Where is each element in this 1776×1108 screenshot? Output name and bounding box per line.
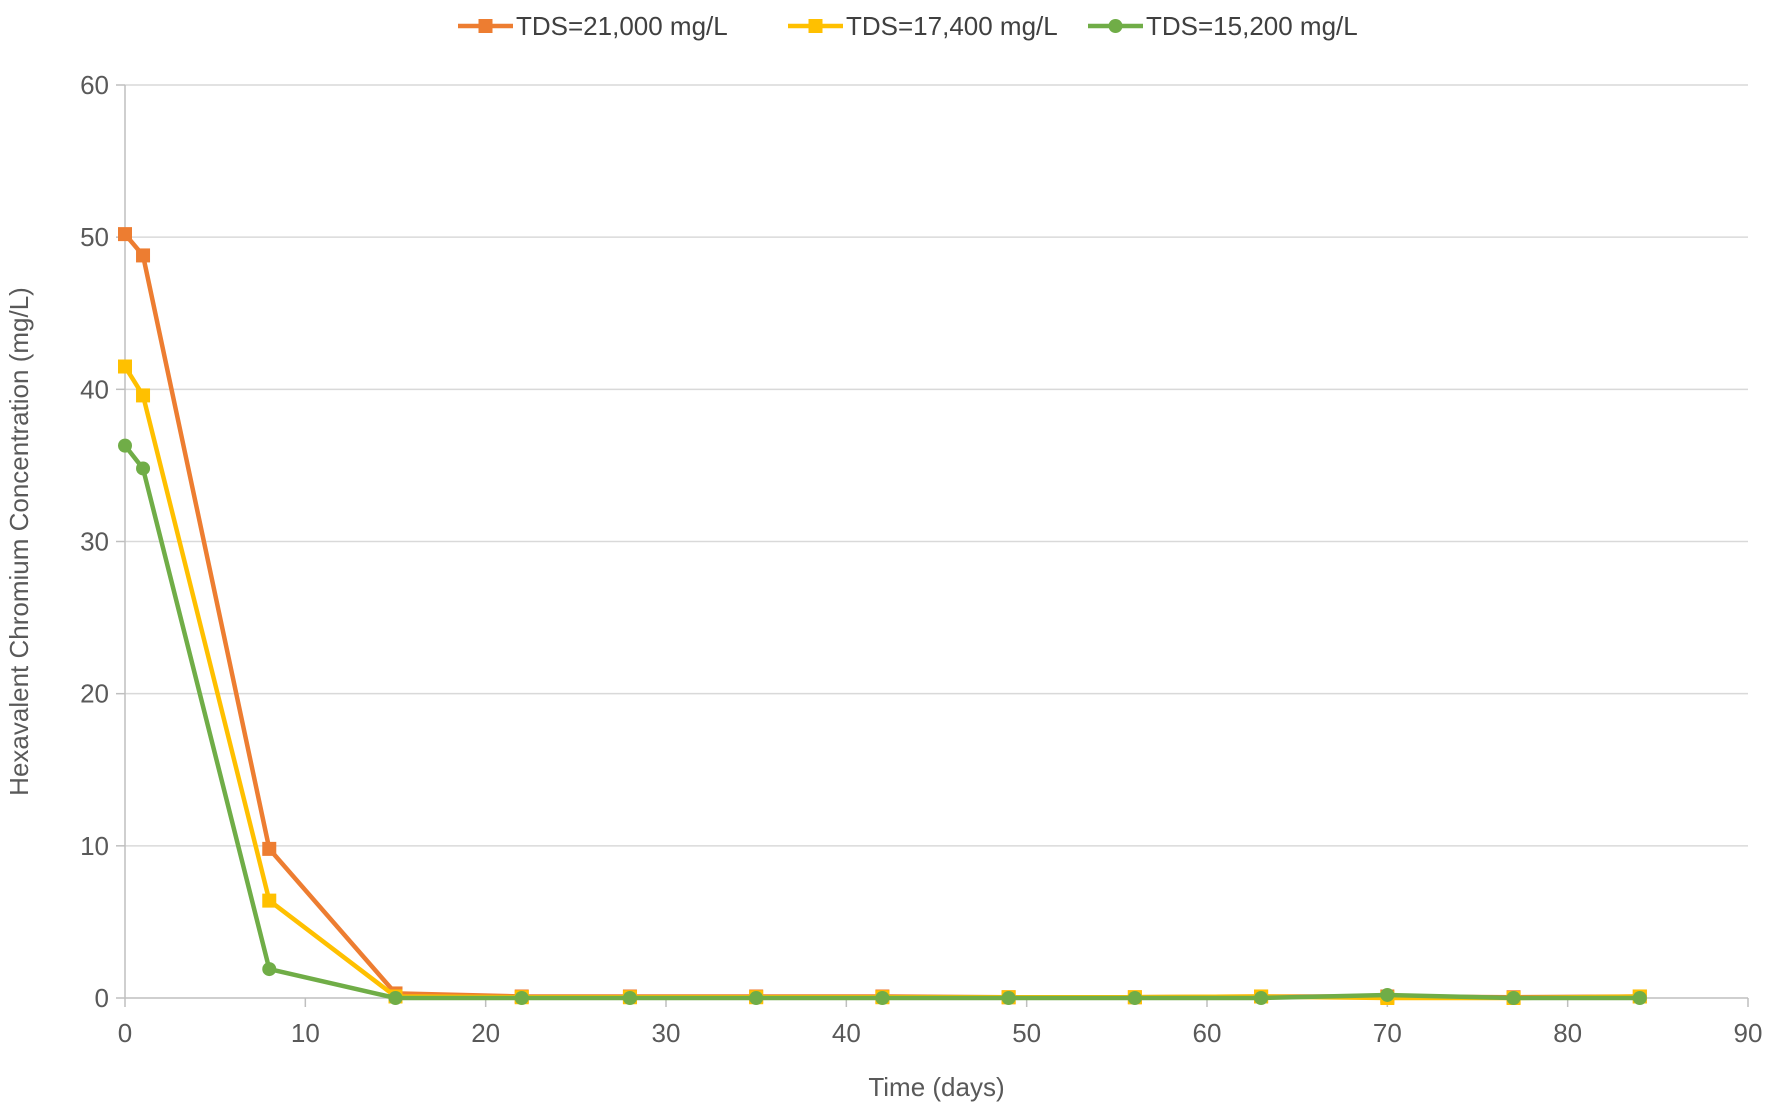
legend-label: TDS=21,000 mg/L: [516, 11, 728, 41]
data-point: [1254, 991, 1269, 1005]
x-axis-title: Time (days): [868, 1072, 1004, 1102]
legend-label: TDS=15,200 mg/L: [1146, 11, 1358, 41]
data-point: [118, 438, 132, 453]
series-1: [118, 227, 1647, 1005]
data-point: [1632, 991, 1647, 1005]
x-tick-label: 10: [291, 1018, 320, 1048]
y-tick-label: 0: [95, 983, 109, 1013]
data-point: [749, 991, 764, 1005]
y-tick-label: 10: [80, 831, 109, 861]
x-tick-label: 60: [1193, 1018, 1222, 1048]
x-tick-label: 20: [471, 1018, 500, 1048]
y-tick-label: 30: [80, 527, 109, 557]
series-line: [123, 365, 1640, 1001]
x-tick-label: 80: [1553, 1018, 1582, 1048]
y-tick-label: 50: [80, 222, 109, 252]
series-2: [118, 359, 1647, 1005]
series-line: [123, 444, 1640, 1001]
data-point: [118, 359, 132, 374]
legend-marker: [808, 19, 823, 33]
data-point: [1380, 987, 1395, 1002]
y-tick-label: 60: [80, 70, 109, 100]
x-tick-label: 30: [652, 1018, 681, 1048]
data-point: [875, 991, 890, 1005]
legend-item: TDS=17,400 mg/L: [788, 11, 1058, 41]
gridlines: [125, 84, 1748, 847]
data-point: [1127, 991, 1142, 1005]
data-point: [262, 962, 277, 977]
x-tick-label: 50: [1012, 1018, 1041, 1048]
data-point: [136, 461, 151, 476]
legend-marker: [1108, 19, 1123, 33]
data-point: [136, 388, 151, 403]
data-point: [262, 841, 277, 856]
legend-label: TDS=17,400 mg/L: [846, 11, 1058, 41]
y-tick-label: 40: [80, 374, 109, 404]
data-point: [262, 893, 277, 908]
y-axis-title: Hexavalent Chromium Concentration (mg/L): [4, 287, 34, 796]
data-point: [118, 227, 132, 242]
y-tick-label: 20: [80, 679, 109, 709]
data-point: [622, 991, 637, 1005]
axes: 0 10 20 30 40 50 60 0 10 20 30 40 50 60 70 80 90: [80, 70, 1762, 1048]
legend: TDS=21,000 mg/L TDS=17,400 mg/L TDS=15,200…: [458, 11, 1358, 41]
legend-marker: [478, 19, 493, 33]
series-3: [118, 438, 1647, 1005]
series-group: [118, 227, 1647, 1005]
x-tick-label: 90: [1734, 1018, 1763, 1048]
data-point: [1001, 991, 1016, 1005]
data-point: [388, 991, 403, 1005]
data-point: [136, 248, 151, 263]
legend-item: TDS=15,200 mg/L: [1088, 11, 1358, 41]
x-tick-label: 0: [118, 1018, 132, 1048]
data-point: [1506, 991, 1521, 1005]
x-tick-label: 40: [832, 1018, 861, 1048]
series-line: [123, 232, 1640, 1000]
data-point: [514, 991, 529, 1005]
x-tick-label: 70: [1373, 1018, 1402, 1048]
legend-item: TDS=21,000 mg/L: [458, 11, 728, 41]
